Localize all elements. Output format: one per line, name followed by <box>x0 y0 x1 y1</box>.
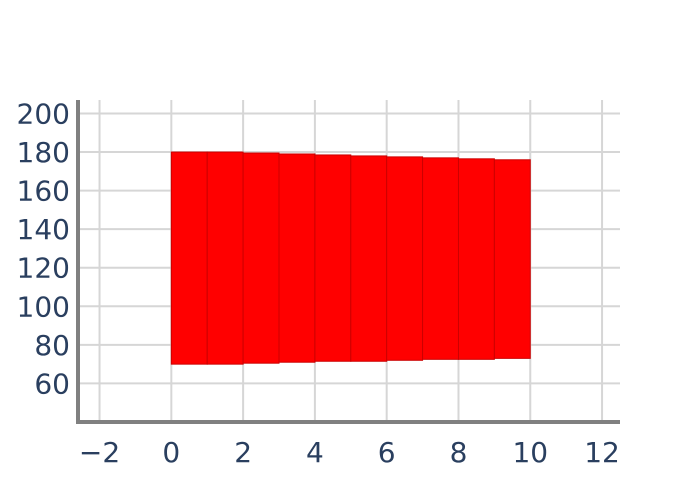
y-tick-label: 60 <box>34 367 70 400</box>
y-tick-label: 160 <box>17 175 70 208</box>
x-tick-label: 10 <box>512 436 548 469</box>
bar <box>422 157 459 360</box>
x-tick-label: 2 <box>234 436 252 469</box>
y-tick-label: 180 <box>17 136 70 169</box>
y-tick-label: 140 <box>17 213 70 246</box>
x-tick-label: 8 <box>450 436 468 469</box>
bar <box>242 152 280 364</box>
bar <box>170 151 208 365</box>
bar <box>350 155 388 362</box>
y-tick-label: 80 <box>34 329 70 362</box>
x-tick-label: 6 <box>378 436 396 469</box>
bars <box>170 151 531 365</box>
bar <box>314 154 352 362</box>
bar <box>386 156 424 361</box>
x-tick-label: 4 <box>306 436 324 469</box>
y-tick-label: 200 <box>17 97 70 130</box>
x-tick-label: −2 <box>79 436 120 469</box>
y-tick-label: 100 <box>17 290 70 323</box>
bar <box>278 153 316 363</box>
y-tick-label: 120 <box>17 252 70 285</box>
x-tick-labels: −2 0 2 4 6 8 10 12 <box>79 436 620 469</box>
x-tick-label: 12 <box>584 436 620 469</box>
bar <box>493 159 531 359</box>
bar <box>457 158 495 360</box>
x-tick-label: 0 <box>162 436 180 469</box>
bar <box>206 151 244 365</box>
y-tick-labels: 60 80 100 120 140 160 180 200 <box>17 97 70 400</box>
